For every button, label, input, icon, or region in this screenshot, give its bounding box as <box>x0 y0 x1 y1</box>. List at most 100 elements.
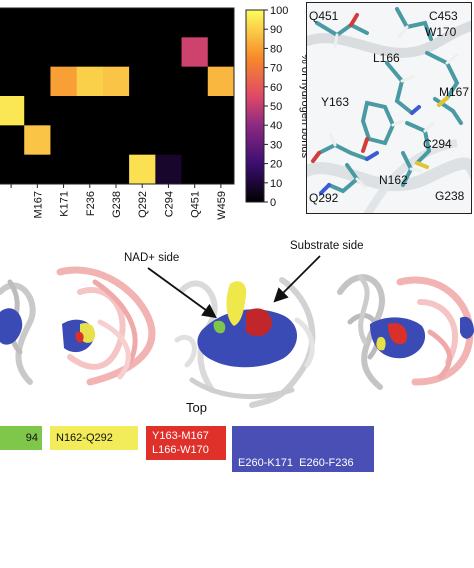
legend-green: 94 <box>0 426 42 450</box>
heatmap-cell <box>181 8 209 38</box>
colorbar-tick-label: 90 <box>270 24 282 36</box>
x-tick-label: W459 <box>216 191 228 220</box>
heatmap-cell <box>50 8 78 38</box>
heatmap-cell <box>102 154 130 185</box>
x-tick-label: F236 <box>85 191 97 216</box>
protein-left-view <box>0 266 156 386</box>
colorbar-tick-label: 80 <box>270 43 282 55</box>
heatmap-cell <box>0 37 25 68</box>
heatmap-cell <box>76 96 104 126</box>
x-tick-label: G238 <box>111 191 123 218</box>
residue-label: Y163 <box>321 95 350 109</box>
x-tick-label: M167 <box>32 191 44 219</box>
legend-blue-line: E260-G238 E260-W459 <box>238 499 359 511</box>
residue-label: M167 <box>439 85 470 99</box>
protein-top-view <box>174 277 316 408</box>
residue-label: W170 <box>425 25 457 39</box>
legend-blue-line: Q451-C453 <box>238 541 295 553</box>
heatmap-cell <box>181 154 209 185</box>
heatmap-cell <box>50 154 78 185</box>
heatmap-cell <box>24 8 51 38</box>
colorbar-tick-label: 60 <box>270 82 282 94</box>
colorbar-tick-label: 70 <box>270 63 282 75</box>
heatmap-cell <box>155 154 183 185</box>
heatmap-cell <box>102 125 130 156</box>
heatmap-cell <box>0 66 25 97</box>
heatmap-cell <box>102 66 130 97</box>
heatmap-cell <box>76 125 104 156</box>
heatmap-cell <box>50 66 78 97</box>
heatmap-cell <box>207 8 235 38</box>
legend-blue-line: E260-K171 E260-F236 <box>238 457 354 469</box>
heatmap-cell <box>76 37 104 68</box>
heatmap-cell <box>155 37 183 68</box>
residue-stick-model <box>307 7 471 213</box>
heatmap-cell <box>24 125 51 156</box>
heatmap-cell <box>181 96 209 126</box>
heatmap-cell <box>155 96 183 126</box>
x-tick-label: K171 <box>59 191 71 217</box>
heatmap-cell <box>155 66 183 97</box>
colorbar-tick-label: 20 <box>270 159 282 171</box>
heatmap-cell <box>24 66 51 97</box>
residue-label: C453 <box>429 9 458 23</box>
annotation-arrows <box>147 255 321 319</box>
heatmap-cell <box>102 8 130 38</box>
colorbar-tick-label: 10 <box>270 178 282 190</box>
heatmap-cell <box>181 66 209 97</box>
legend-red-line: L166-W170 <box>152 444 209 456</box>
residue-label: G238 <box>435 189 465 203</box>
residue-label: L166 <box>373 51 400 65</box>
hydrogen-bond-heatmap: M167 K171 F236 G238 Q292 C294 Q451 W459 <box>0 7 235 220</box>
heatmap-cell <box>129 8 156 38</box>
heatmap-cell <box>129 96 156 126</box>
x-tick-label: Q292 <box>137 191 149 218</box>
heatmap-cell <box>181 37 209 68</box>
legend-yellow-text: N162-Q292 <box>56 432 113 444</box>
x-tick-label: C294 <box>163 191 175 217</box>
heatmap-cell <box>129 37 156 68</box>
residue-label: N162 <box>379 173 408 187</box>
x-tick-label: Q451 <box>190 191 202 218</box>
heatmap-cell <box>207 66 235 97</box>
heatmap-cell <box>207 37 235 68</box>
residue-label: Q451 <box>309 9 339 23</box>
residue-label: Q292 <box>309 191 339 205</box>
heatmap-cell <box>155 125 183 156</box>
heatmap-cell <box>24 154 51 185</box>
colorbar-tick-label: 30 <box>270 139 282 151</box>
nad-side-label: NAD+ side <box>124 252 180 264</box>
heatmap-cell <box>76 66 104 97</box>
residue-label: C294 <box>423 137 452 151</box>
heatmap-cell <box>50 37 78 68</box>
heatmap-cell <box>0 8 25 38</box>
residue-structure-panel: Q451 C453 W170 L166 Y163 M167 C294 N162 … <box>306 2 472 214</box>
heatmap-cell <box>76 154 104 185</box>
heatmap-cell <box>181 125 209 156</box>
legend-red: Y163-M167 L166-W170 <box>146 426 226 460</box>
legend-red-line: Y163-M167 <box>152 430 209 442</box>
colorbar-tick-label: 100 <box>270 5 288 17</box>
heatmap-cell <box>129 66 156 97</box>
heatmap-cell <box>102 37 130 68</box>
heatmap-cell <box>24 96 51 126</box>
colorbar-tick-label: 0 <box>270 197 276 209</box>
heatmap-cell <box>24 37 51 68</box>
heatmap-cell <box>155 8 183 38</box>
heatmap-cell <box>129 154 156 185</box>
legend-blue: E260-K171 E260-F236 E260-G238 E260-W459 … <box>232 426 374 553</box>
colorbar-tick-label: 40 <box>270 120 282 132</box>
heatmap-cell <box>102 96 130 126</box>
substrate-side-label: Substrate side <box>290 240 364 252</box>
legend-yellow: N162-Q292 <box>50 426 138 450</box>
heatmap-cell <box>0 154 25 185</box>
top-view-label: Top <box>186 400 207 415</box>
heatmap-cell <box>129 125 156 156</box>
heatmap-cell <box>207 154 235 185</box>
heatmap-cell <box>207 96 235 126</box>
heatmap-cell <box>76 8 104 38</box>
protein-right-view <box>337 274 474 390</box>
colorbar-tick-label: 50 <box>270 101 282 113</box>
heatmap-cell <box>50 96 78 126</box>
